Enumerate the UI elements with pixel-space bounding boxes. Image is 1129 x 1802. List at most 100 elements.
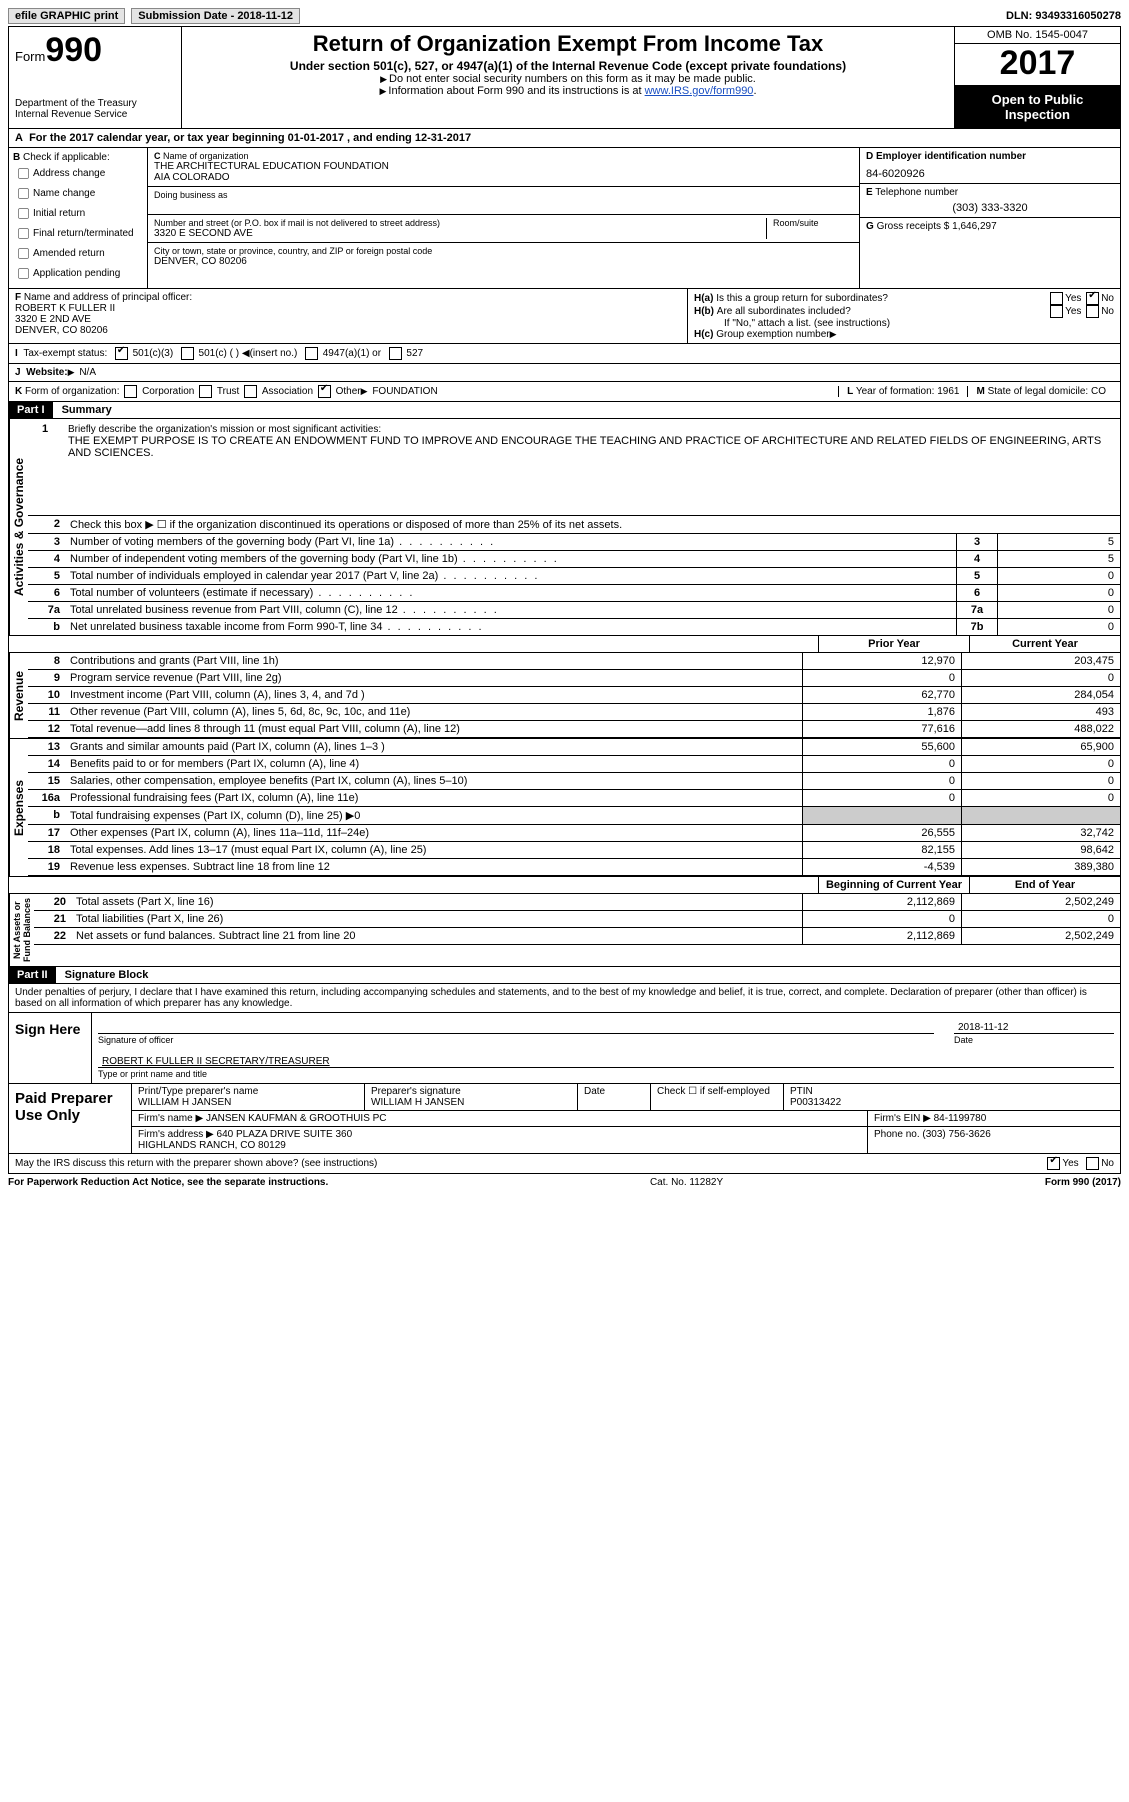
page-footer: For Paperwork Reduction Act Notice, see …	[8, 1174, 1121, 1188]
gov-line-6: 6Total number of volunteers (estimate if…	[28, 585, 1120, 602]
gov-line-3: 3Number of voting members of the governi…	[28, 534, 1120, 551]
hdr-current-year: Current Year	[969, 636, 1120, 652]
form-title-box: Return of Organization Exempt From Incom…	[182, 27, 954, 128]
form-subtitle: Under section 501(c), 527, or 4947(a)(1)…	[192, 59, 944, 73]
ssn-note: Do not enter social security numbers on …	[389, 73, 756, 85]
org-street: 3320 E SECOND AVE	[154, 228, 760, 239]
row-i-tax-status: I Tax-exempt status: 501(c)(3) 501(c) ( …	[9, 344, 1120, 364]
ptin: P00313422	[790, 1097, 1114, 1108]
chk-final-return[interactable]: Final return/terminated	[13, 224, 143, 243]
line-16a: 16aProfessional fundraising fees (Part I…	[28, 790, 1120, 807]
firm-phone: (303) 756-3626	[922, 1129, 990, 1140]
efile-button[interactable]: efile GRAPHIC print	[8, 8, 125, 24]
line-13: 13Grants and similar amounts paid (Part …	[28, 739, 1120, 756]
line-12: 12Total revenue—add lines 8 through 11 (…	[28, 721, 1120, 738]
part-2-header: Part II Signature Block	[9, 966, 1120, 984]
chk-501c3[interactable]	[115, 347, 128, 360]
line-15: 15Salaries, other compensation, employee…	[28, 773, 1120, 790]
open-inspection: Open to Public Inspection	[955, 86, 1120, 128]
paid-preparer-label: Paid Preparer Use Only	[9, 1084, 132, 1153]
firm-ein: 84-1199780	[934, 1113, 987, 1124]
discuss-no[interactable]	[1086, 1157, 1099, 1170]
mission-block: 1 Briefly describe the organization's mi…	[28, 419, 1120, 516]
tab-expenses: Expenses	[9, 739, 28, 876]
hdr-end-year: End of Year	[969, 877, 1120, 893]
website-value: N/A	[79, 367, 96, 378]
cat-no: Cat. No. 11282Y	[328, 1177, 1045, 1188]
chk-amended[interactable]: Amended return	[13, 244, 143, 263]
top-toolbar: efile GRAPHIC print Submission Date - 20…	[8, 8, 1121, 24]
perjury-declaration: Under penalties of perjury, I declare th…	[9, 984, 1120, 1013]
gov-line-7a: 7aTotal unrelated business revenue from …	[28, 602, 1120, 619]
line-19: 19Revenue less expenses. Subtract line 1…	[28, 859, 1120, 876]
officer-name: ROBERT K FULLER II	[15, 303, 681, 314]
mission-text: THE EXEMPT PURPOSE IS TO CREATE AN ENDOW…	[68, 435, 1101, 459]
telephone: (303) 333-3320	[866, 198, 1114, 214]
row-j-website: J Website: N/A	[9, 364, 1120, 382]
chk-4947[interactable]	[305, 347, 318, 360]
line-2: Check this box ▶ ☐ if the organization d…	[66, 516, 1120, 533]
col-f-officer: F Name and address of principal officer:…	[9, 289, 688, 343]
tax-year: 2017	[955, 44, 1120, 86]
chk-address-change[interactable]: Address change	[13, 164, 143, 183]
gov-line-5: 5Total number of individuals employed in…	[28, 568, 1120, 585]
officer-title: ROBERT K FULLER II SECRETARY/TREASURER	[102, 1056, 330, 1067]
line-10: 10Investment income (Part VIII, column (…	[28, 687, 1120, 704]
form-label: Form	[15, 49, 45, 64]
line-14: 14Benefits paid to or for members (Part …	[28, 756, 1120, 773]
gross-receipts: 1,646,297	[952, 221, 997, 232]
col-d-contact: D Employer identification number 84-6020…	[859, 148, 1120, 288]
chk-application-pending[interactable]: Application pending	[13, 264, 143, 283]
line-8: 8Contributions and grants (Part VIII, li…	[28, 653, 1120, 670]
line-17: 17Other expenses (Part IX, column (A), l…	[28, 825, 1120, 842]
sign-here-label: Sign Here	[9, 1013, 92, 1083]
line-18: 18Total expenses. Add lines 13–17 (must …	[28, 842, 1120, 859]
chk-name-change[interactable]: Name change	[13, 184, 143, 203]
chk-initial-return[interactable]: Initial return	[13, 204, 143, 223]
irs-link[interactable]: www.IRS.gov/form990	[645, 85, 754, 97]
chk-501c[interactable]	[181, 347, 194, 360]
tab-revenue: Revenue	[9, 653, 28, 738]
irs-discuss-row: May the IRS discuss this return with the…	[9, 1154, 1120, 1173]
tab-governance: Activities & Governance	[9, 419, 28, 635]
line-21: 21Total liabilities (Part X, line 26)00	[34, 911, 1120, 928]
part-1-header: Part I Summary	[9, 402, 1120, 419]
org-city: DENVER, CO 80206	[154, 256, 853, 267]
line-9: 9Program service revenue (Part VIII, lin…	[28, 670, 1120, 687]
chk-527[interactable]	[389, 347, 402, 360]
sig-date: 2018-11-12	[958, 1022, 1008, 1033]
col-c-org: C Name of organization THE ARCHITECTURAL…	[148, 148, 859, 288]
line-b: bTotal fundraising expenses (Part IX, co…	[28, 807, 1120, 825]
row-a: A For the 2017 calendar year, or tax yea…	[9, 129, 1120, 148]
submission-date: Submission Date - 2018-11-12	[131, 8, 300, 24]
line-22: 22Net assets or fund balances. Subtract …	[34, 928, 1120, 945]
gov-line-7b: bNet unrelated business taxable income f…	[28, 619, 1120, 635]
line-20: 20Total assets (Part X, line 16)2,112,86…	[34, 894, 1120, 911]
dln: DLN: 93493316050278	[1006, 10, 1121, 22]
discuss-yes[interactable]	[1047, 1157, 1060, 1170]
year-box: OMB No. 1545-0047 2017 Open to Public In…	[954, 27, 1120, 128]
dept-label: Department of the Treasury Internal Reve…	[15, 98, 175, 120]
form-number: 990	[45, 31, 102, 69]
firm-name: JANSEN KAUFMAN & GROOTHUIS PC	[206, 1113, 387, 1124]
preparer-name: WILLIAM H JANSEN	[138, 1097, 358, 1108]
tab-net-assets: Net Assets or Fund Balances	[9, 894, 34, 966]
hdr-begin-year: Beginning of Current Year	[818, 877, 969, 893]
form-title: Return of Organization Exempt From Incom…	[192, 31, 944, 57]
ein: 84-6020926	[866, 162, 1114, 180]
dba-label: Doing business as	[154, 190, 853, 200]
line-11: 11Other revenue (Part VIII, column (A), …	[28, 704, 1120, 721]
org-name: THE ARCHITECTURAL EDUCATION FOUNDATION A…	[154, 161, 853, 183]
hdr-prior-year: Prior Year	[818, 636, 969, 652]
omb-number: OMB No. 1545-0047	[955, 27, 1120, 44]
form-version: Form 990 (2017)	[1045, 1177, 1121, 1188]
gov-line-4: 4Number of independent voting members of…	[28, 551, 1120, 568]
info-note: Information about Form 990 and its instr…	[388, 85, 644, 97]
self-employed-check[interactable]: Check ☐ if self-employed	[651, 1084, 784, 1110]
preparer-signature: WILLIAM H JANSEN	[371, 1097, 571, 1108]
form-id-box: Form990 Department of the Treasury Inter…	[9, 27, 182, 128]
form-990: Form990 Department of the Treasury Inter…	[8, 26, 1121, 1174]
col-h-group: H(a) Is this a group return for subordin…	[688, 289, 1120, 343]
col-b-checkboxes: B Check if applicable: Address change Na…	[9, 148, 148, 288]
row-k-form-org: K Form of organization: Corporation Trus…	[9, 382, 1120, 402]
